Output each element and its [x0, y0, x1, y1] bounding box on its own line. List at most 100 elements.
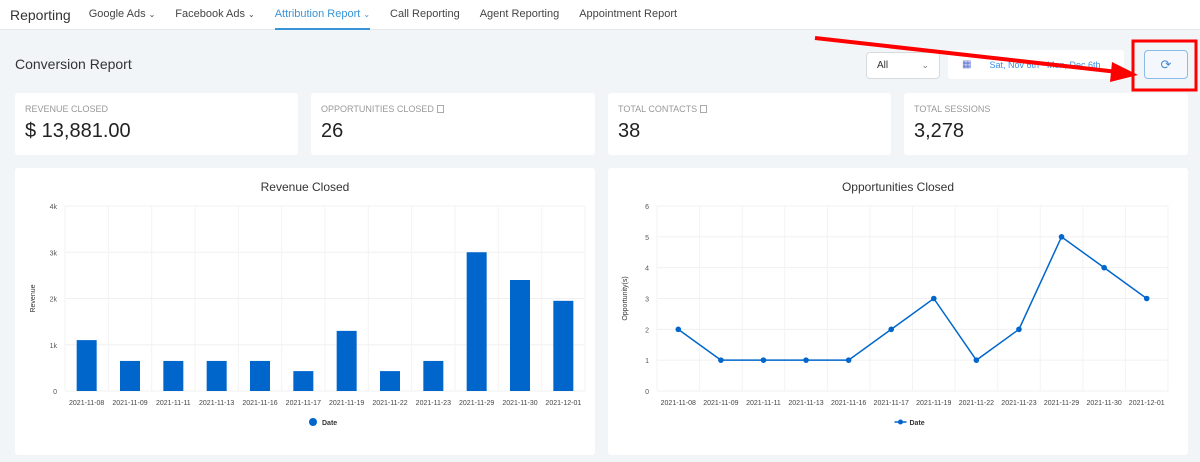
data-point: [803, 357, 809, 363]
x-tick-label: 2021-11-22: [372, 400, 407, 407]
opportunities-line-chart: 0 1 2 3 4 5 6 Opportunity(s) 2021-11-08 2021-11-0…: [622, 204, 1169, 427]
chart-title: Opportunities Closed: [841, 180, 955, 194]
x-tick-label: 2021-11-30: [1086, 400, 1121, 407]
y-tick-label: 0: [645, 389, 649, 396]
opportunities-chart-panel: Opportunities Closed 0 1 2 3 4 5 6 Opportunity(s…: [608, 168, 1188, 455]
page-title: Conversion Report: [15, 56, 132, 72]
brand-title: Reporting: [10, 6, 71, 23]
refresh-button[interactable]: ⟳: [1144, 50, 1188, 79]
card-total-contacts: Total Contacts 38: [608, 93, 891, 155]
card-value: $ 13,881.00: [25, 120, 131, 142]
nav-agent-reporting[interactable]: Agent Reporting: [479, 7, 560, 20]
card-value: 3,278: [914, 120, 965, 142]
bar: [380, 371, 400, 391]
card-label: Opportunities Closed: [321, 104, 434, 114]
nav-label: Attribution Report: [274, 7, 361, 20]
bar: [466, 252, 487, 391]
x-tick-label: 2021-11-11: [746, 400, 781, 407]
y-tick-label: 4k: [50, 204, 58, 211]
revenue-bar-chart: 0 1k 2k 3k 4k Revenue 2021-11-08 2021-11-09 2021…: [30, 204, 586, 427]
nav-call-reporting[interactable]: Call Reporting: [390, 7, 460, 20]
bar: [163, 360, 184, 391]
date-range-text: Sat, Nov 6th - Mon, Dec 6th: [989, 59, 1101, 70]
document-icon[interactable]: [436, 105, 444, 113]
legend-marker: [898, 419, 903, 425]
y-tick-label: 1k: [50, 343, 58, 350]
nav-facebook-ads[interactable]: Facebook Ads ⌄: [175, 0, 254, 30]
legend-marker: [309, 418, 317, 426]
bar: [250, 360, 270, 391]
data-point: [888, 326, 895, 333]
x-tick-label: 2021-11-08: [661, 400, 696, 407]
x-tick-label: 2021-11-29: [1044, 400, 1079, 407]
x-tick-label: 2021-11-08: [69, 400, 104, 407]
refresh-icon: ⟳: [1160, 56, 1172, 72]
x-tick-label: 2021-11-09: [703, 400, 738, 407]
data-point: [675, 326, 682, 333]
card-label: Revenue Closed: [25, 104, 109, 114]
series-line: [677, 235, 1148, 362]
data-point: [1143, 295, 1150, 302]
x-tick-label: 2021-11-19: [916, 400, 951, 407]
card-value: 38: [618, 120, 641, 142]
nav-attribution-report[interactable]: Attribution Report ⌄: [274, 0, 371, 30]
data-point: [1101, 264, 1107, 271]
x-tick-label: 2021-11-17: [286, 400, 321, 407]
filter-select[interactable]: All ⌄: [866, 52, 940, 79]
bar: [423, 360, 444, 391]
date-range-picker[interactable]: ▦ Sat, Nov 6th - Mon, Dec 6th: [948, 50, 1124, 79]
data-point: [973, 357, 980, 363]
x-tick-label: 2021-11-30: [502, 400, 537, 407]
card-total-sessions: Total Sessions 3,278: [904, 93, 1188, 155]
x-tick-label: 2021-11-09: [112, 400, 147, 407]
chevron-down-icon: ⌄: [363, 9, 371, 19]
x-tick-label: 2021-11-13: [199, 400, 234, 407]
x-tick-label: 2021-11-19: [329, 400, 364, 407]
card-label: Total Sessions: [914, 104, 991, 114]
y-tick-label: 3k: [50, 250, 58, 257]
y-tick-label: 3: [645, 297, 649, 304]
chevron-down-icon: ⌄: [921, 60, 929, 70]
nav-google-ads[interactable]: Google Ads ⌄: [89, 0, 156, 30]
filter-value: All: [877, 60, 889, 71]
bar: [206, 360, 227, 391]
bar: [510, 280, 530, 391]
y-axis-label: Revenue: [30, 284, 37, 312]
data-point: [760, 357, 767, 363]
y-tick-label: 4: [645, 266, 649, 273]
y-tick-label: 2: [645, 327, 649, 334]
nav-label: Google Ads: [88, 7, 146, 20]
legend-label: Date: [322, 420, 337, 427]
chevron-down-icon: ⌄: [248, 9, 255, 19]
x-tick-label: 2021-11-16: [831, 400, 866, 407]
x-tick-label: 2021-11-13: [788, 400, 823, 407]
y-tick-label: 0: [53, 389, 57, 396]
document-icon[interactable]: [700, 105, 708, 113]
chart-title: Revenue Closed: [260, 180, 350, 194]
card-revenue-closed: Revenue Closed $ 13,881.00: [15, 93, 298, 155]
card-label: Total Contacts: [618, 104, 698, 114]
data-point: [930, 295, 937, 302]
data-point: [845, 357, 852, 363]
data-point: [718, 357, 724, 363]
y-tick-label: 5: [645, 235, 649, 242]
y-axis-label: Opportunity(s): [622, 276, 629, 320]
bar: [336, 330, 357, 391]
y-tick-label: 1: [645, 358, 649, 365]
card-value: 26: [321, 120, 344, 142]
x-tick-label: 2021-11-22: [959, 400, 994, 407]
top-nav: Reporting Google Ads ⌄ Facebook Ads ⌄ Attr…: [0, 0, 1200, 30]
nav-appointment-report[interactable]: Appointment Report: [579, 7, 678, 20]
bar: [293, 371, 314, 391]
data-point: [1058, 234, 1065, 240]
data-point: [1016, 326, 1022, 333]
x-tick-label: 2021-12-01: [545, 400, 581, 407]
x-tick-label: 2021-11-11: [156, 400, 191, 407]
bar: [120, 360, 140, 391]
x-tick-label: 2021-11-23: [1001, 400, 1036, 407]
legend-label: Date: [910, 420, 925, 427]
bar: [553, 300, 574, 391]
nav-label: Facebook Ads: [175, 7, 245, 20]
x-tick-label: 2021-11-23: [416, 400, 451, 407]
card-opportunities-closed: Opportunities Closed 26: [311, 93, 595, 155]
